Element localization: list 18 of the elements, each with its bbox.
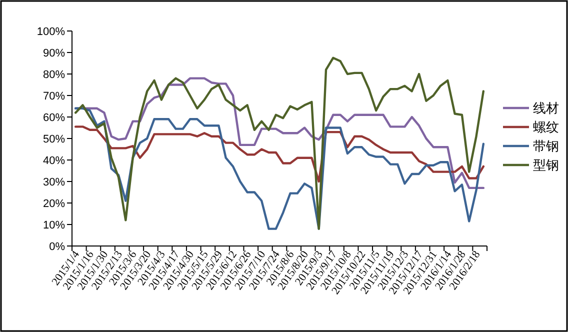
legend-label: 线材: [533, 102, 559, 117]
y-tick-label: 100%: [36, 26, 66, 38]
line-series: [74, 126, 485, 183]
y-tick-label: 10%: [42, 219, 66, 232]
y-tick-label: 80%: [42, 68, 66, 81]
y-tick-label: 0%: [49, 240, 66, 253]
line-series: [74, 56, 485, 230]
y-tick-label: 40%: [42, 154, 66, 167]
legend-label: 带钢: [533, 140, 559, 155]
y-tick-label: 90%: [42, 47, 66, 60]
legend-label: 型钢: [533, 158, 559, 174]
y-tick-label: 70%: [42, 90, 66, 102]
y-tick-label: 50%: [42, 133, 66, 146]
line-series: [74, 107, 485, 230]
y-tick-label: 60%: [42, 112, 66, 124]
y-tick-label: 20%: [42, 198, 66, 210]
y-tick-label: 30%: [42, 176, 66, 188]
legend-label: 螺纹: [533, 120, 559, 136]
